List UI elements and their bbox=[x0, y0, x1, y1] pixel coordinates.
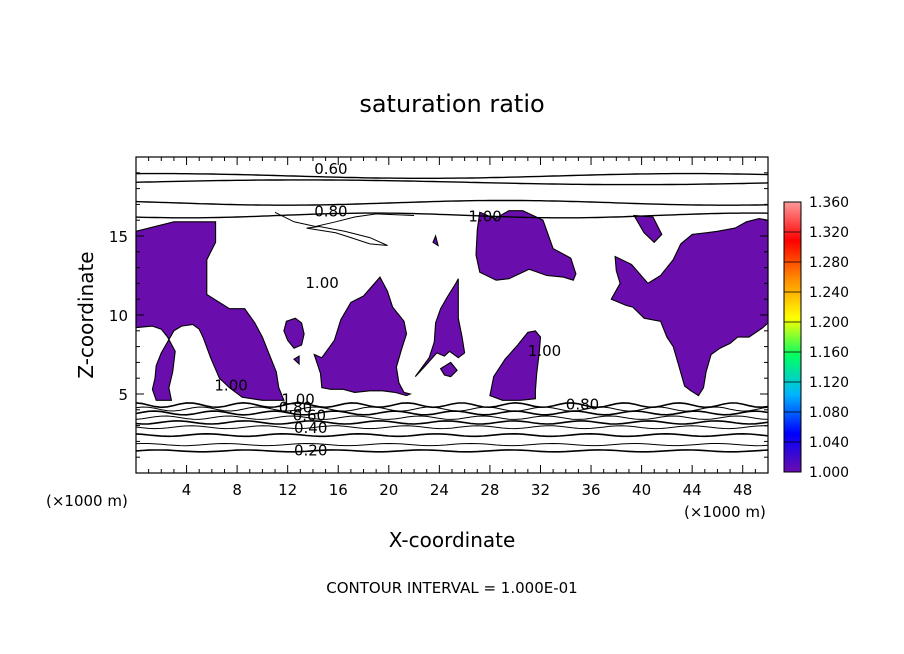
contour-line bbox=[306, 225, 388, 246]
contour-line bbox=[135, 420, 769, 425]
x-tick-label: 48 bbox=[733, 481, 752, 499]
contour-line bbox=[135, 199, 769, 206]
y-tick-label: 10 bbox=[109, 307, 128, 325]
colorbar-tick-label: 1.040 bbox=[809, 435, 849, 451]
colorbar-tick-label: 1.160 bbox=[809, 345, 849, 361]
supersaturated-region bbox=[283, 317, 305, 349]
colorbar-tick-label: 1.320 bbox=[809, 225, 849, 241]
x-tick-label: 32 bbox=[531, 481, 550, 499]
x-tick-label: 20 bbox=[379, 481, 398, 499]
supersaturated-region bbox=[632, 214, 663, 244]
contour-label: 1.00 bbox=[214, 377, 247, 395]
supersaturated-region bbox=[414, 278, 466, 377]
x-unit-right: (×1000 m) bbox=[684, 503, 766, 521]
colorbar: 1.000 1.040 1.080 1.120 1.160 1.200 1.240 1.280… bbox=[783, 195, 849, 481]
supersaturated-region bbox=[313, 276, 413, 397]
x-tick-label: 16 bbox=[329, 481, 348, 499]
contour-label: 1.00 bbox=[468, 208, 501, 226]
contour-label: 0.60 bbox=[314, 160, 347, 178]
x-tick-label: 36 bbox=[581, 481, 600, 499]
contour-label: 0.80 bbox=[279, 399, 312, 417]
contour-line bbox=[135, 172, 769, 179]
x-unit-left: (×1000 m) bbox=[46, 492, 128, 510]
contour-label: 1.00 bbox=[305, 274, 338, 292]
contour-label: 1.00 bbox=[281, 391, 314, 409]
colorbar-tick-label: 1.080 bbox=[809, 405, 849, 421]
supersaturated-regions bbox=[135, 210, 769, 401]
supersaturated-region bbox=[475, 210, 577, 281]
contour-line bbox=[135, 449, 769, 453]
x-tick-label: 12 bbox=[278, 481, 297, 499]
contour-lines bbox=[135, 172, 769, 453]
supersaturated-region bbox=[489, 330, 542, 401]
supersaturated-region bbox=[432, 234, 439, 247]
chart-title: saturation ratio bbox=[359, 90, 544, 118]
supersaturated-region bbox=[135, 221, 285, 401]
contour-line bbox=[135, 212, 769, 219]
contour-label: 0.40 bbox=[294, 419, 327, 437]
contour-line bbox=[135, 415, 769, 420]
contour-line bbox=[135, 406, 769, 412]
y-tick-label: 15 bbox=[109, 228, 128, 246]
contour-line bbox=[274, 211, 415, 228]
colorbar-tick-label: 1.360 bbox=[809, 195, 849, 211]
supersaturated-region bbox=[610, 218, 769, 397]
contour-line bbox=[135, 401, 769, 409]
x-tick-label: 8 bbox=[232, 481, 242, 499]
colorbar-tick-label: 1.200 bbox=[809, 315, 849, 331]
contour-label: 0.60 bbox=[293, 407, 326, 425]
contour-line bbox=[135, 425, 769, 430]
contour-label: 1.00 bbox=[528, 342, 561, 360]
contour-line bbox=[135, 442, 769, 447]
contour-line bbox=[135, 432, 769, 438]
x-axis-label: X-coordinate bbox=[389, 528, 516, 552]
y-axis-label: Z-coordinate bbox=[74, 251, 98, 378]
x-tick-label: 28 bbox=[480, 481, 499, 499]
contour-label: 0.80 bbox=[566, 396, 599, 414]
contour-label: 0.80 bbox=[314, 203, 347, 221]
colorbar-tick-label: 1.120 bbox=[809, 375, 849, 391]
x-tick-label: 4 bbox=[182, 481, 192, 499]
colorbar-tick-label: 1.280 bbox=[809, 255, 849, 271]
supersaturated-region bbox=[439, 361, 458, 378]
x-axis-ticks: 4 8 12 16 20 24 28 32 36 40 44 48 bbox=[148, 157, 756, 499]
colorbar-tick-label: 1.240 bbox=[809, 285, 849, 301]
colorbar-tick-label: 1.000 bbox=[809, 465, 849, 481]
contour-labels: 0.600.80 1.001.001.001.000.800.600.400.20… bbox=[214, 160, 599, 459]
y-tick-label: 5 bbox=[118, 386, 128, 404]
contour-line bbox=[135, 410, 769, 416]
colorbar-ticks: 1.000 1.040 1.080 1.120 1.160 1.200 1.240 1.280… bbox=[784, 195, 849, 481]
contour-line bbox=[135, 179, 769, 186]
supersaturated-region bbox=[293, 355, 300, 366]
plot-area: 0.600.80 1.001.001.001.000.800.600.400.20… bbox=[109, 156, 769, 499]
contour-interval-note: CONTOUR INTERVAL = 1.000E-01 bbox=[326, 579, 577, 597]
contour-label: 0.20 bbox=[294, 441, 327, 459]
x-tick-label: 24 bbox=[430, 481, 449, 499]
colorbar-gradient bbox=[783, 201, 802, 473]
x-tick-label: 40 bbox=[632, 481, 651, 499]
x-tick-label: 44 bbox=[683, 481, 702, 499]
y-axis-ticks: 5 10 15 bbox=[109, 172, 768, 458]
